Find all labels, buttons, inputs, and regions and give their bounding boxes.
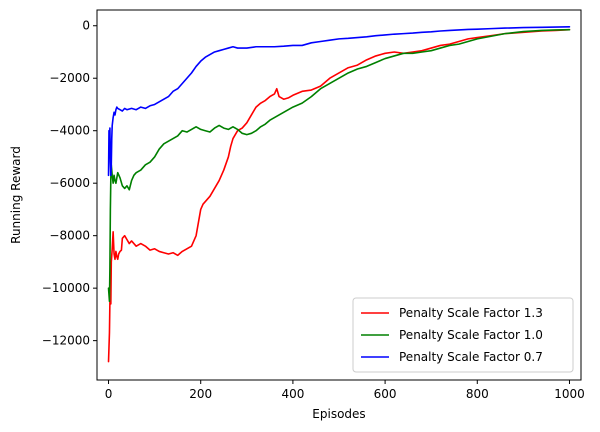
x-axis: 0 200 400 600 800 1000 xyxy=(105,380,585,401)
y-tick-label: −2000 xyxy=(49,71,90,85)
legend-label-2: Penalty Scale Factor 1.0 xyxy=(399,328,543,342)
y-tick-label: −12000 xyxy=(42,334,90,348)
series-line-2 xyxy=(107,28,571,303)
y-tick-label: −8000 xyxy=(49,229,90,243)
plot-frame xyxy=(96,9,582,381)
y-axis-label: Running Reward xyxy=(9,146,23,244)
y-tick-label: −10000 xyxy=(42,281,90,295)
y-tick-label: 0 xyxy=(82,19,90,33)
legend: Penalty Scale Factor 1.3 Penalty Scale Fa… xyxy=(352,297,574,373)
y-tick-label: −4000 xyxy=(49,124,90,138)
x-tick-label: 800 xyxy=(466,387,489,401)
y-axis: −12000 −10000 −8000 −6000 −4000 −2000 0 xyxy=(42,19,97,348)
x-tick-label: 1000 xyxy=(554,387,585,401)
y-tick-label: −6000 xyxy=(49,176,90,190)
x-tick-label: 600 xyxy=(374,387,397,401)
x-axis-label: Episodes xyxy=(312,407,365,421)
legend-label-3: Penalty Scale Factor 0.7 xyxy=(399,350,543,364)
x-tick-label: 400 xyxy=(281,387,304,401)
series-line-3 xyxy=(107,25,571,177)
series-layer xyxy=(107,25,571,363)
legend-label-1: Penalty Scale Factor 1.3 xyxy=(399,306,543,320)
x-tick-label: 0 xyxy=(105,387,113,401)
x-tick-label: 200 xyxy=(189,387,212,401)
legend-box xyxy=(352,297,574,373)
